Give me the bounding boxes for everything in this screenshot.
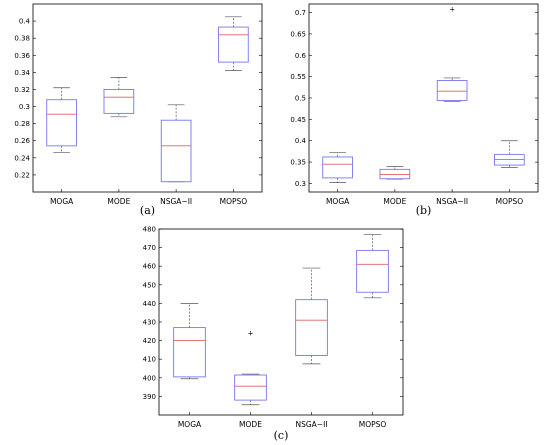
y-tick-label: 430 — [143, 319, 156, 327]
iqr-box — [436, 80, 468, 102]
y-tick-label: 0.5 — [295, 95, 306, 103]
y-tick-label: 0.36 — [14, 52, 30, 60]
y-tick-label: 460 — [143, 263, 156, 271]
iqr-box — [218, 26, 249, 63]
y-tick-label: 0.38 — [14, 35, 30, 43]
y-tick-label: 0.3 — [19, 103, 30, 111]
box-mode — [379, 166, 411, 180]
x-category-label: MOGA — [326, 197, 350, 206]
plot-frame — [158, 228, 404, 416]
y-tick-label: 0.35 — [290, 159, 306, 167]
y-tick-label: 450 — [143, 281, 156, 289]
y-tick-label: 0.7 — [295, 9, 306, 17]
x-category-label: MODE — [383, 197, 406, 206]
y-tick-label: 0.22 — [14, 171, 30, 179]
x-category-label: MOGA — [50, 197, 74, 206]
y-tick-label: 0.45 — [290, 116, 306, 124]
iqr-box — [160, 119, 192, 183]
y-tick-label: 390 — [143, 393, 156, 401]
iqr-box — [356, 249, 389, 293]
x-category-label: MOPSO — [220, 197, 248, 206]
x-category-label: MODE — [239, 420, 262, 429]
y-tick-label: 0.26 — [14, 137, 30, 145]
outlier-marker: + — [248, 330, 254, 338]
box-mopso — [494, 140, 525, 168]
x-category-label: MOPSO — [359, 420, 387, 429]
box-mode: + — [234, 330, 267, 406]
outlier-marker: + — [449, 6, 455, 14]
y-tick-label: 0.24 — [14, 154, 30, 162]
x-category-label: MOPSO — [496, 197, 524, 206]
box-mopso — [218, 16, 249, 72]
x-category-label: NSGA−II — [295, 420, 327, 429]
y-tick-label: 480 — [143, 226, 156, 234]
y-tick-label: 0.3 — [295, 180, 306, 188]
box-nsga-ii — [160, 104, 192, 183]
y-tick-label: 0.34 — [14, 69, 30, 77]
y-tick-label: 0.4 — [19, 18, 31, 26]
iqr-box — [234, 374, 267, 401]
boxplot-panel-c: 390 400 410 420 430 440 450 460 470 480 MOGA MODE NS… — [143, 226, 404, 442]
y-tick-label: 0.32 — [14, 86, 30, 94]
y-tick-label: 410 — [143, 356, 156, 364]
y-tick-label: 0.4 — [295, 137, 307, 145]
box-moga — [173, 303, 206, 380]
x-category-label: NSGA−II — [160, 197, 192, 206]
y-tick-label: 440 — [143, 300, 156, 308]
iqr-box — [103, 89, 135, 114]
y-tick-label: 0.6 — [295, 52, 307, 60]
box-moga — [322, 152, 353, 183]
x-category-label: NSGA−II — [436, 197, 468, 206]
boxplot-panel-b: 0.3 0.35 0.4 0.45 0.5 0.55 0.6 0.65 0.7 MOGA MODE N… — [290, 3, 539, 217]
box-mopso — [356, 234, 389, 299]
x-category-label: MODE — [107, 197, 130, 206]
box-mode — [103, 77, 135, 118]
panel-label: (a) — [140, 204, 155, 217]
iqr-box — [322, 156, 353, 179]
y-tick-label: 0.55 — [290, 73, 306, 81]
panel-label: (b) — [416, 204, 432, 217]
box-nsga-ii — [295, 267, 328, 365]
boxplot-panel-a: 0.22 0.24 0.26 0.28 0.3 0.32 0.34 0.36 0.38 0.4 MO… — [14, 3, 263, 217]
iqr-box — [46, 99, 77, 147]
x-category-label: MOGA — [178, 420, 202, 429]
box-nsga-ii: + — [436, 6, 468, 102]
y-tick-label: 400 — [143, 374, 156, 382]
panel-label: (c) — [274, 429, 289, 442]
y-tick-label: 0.65 — [290, 30, 306, 38]
y-tick-label: 420 — [143, 337, 156, 345]
y-tick-label: 470 — [143, 244, 156, 252]
plot-frame — [32, 3, 263, 193]
box-moga — [46, 87, 77, 154]
iqr-box — [295, 299, 328, 356]
y-tick-label: 0.28 — [14, 120, 30, 128]
iqr-box — [173, 327, 206, 378]
